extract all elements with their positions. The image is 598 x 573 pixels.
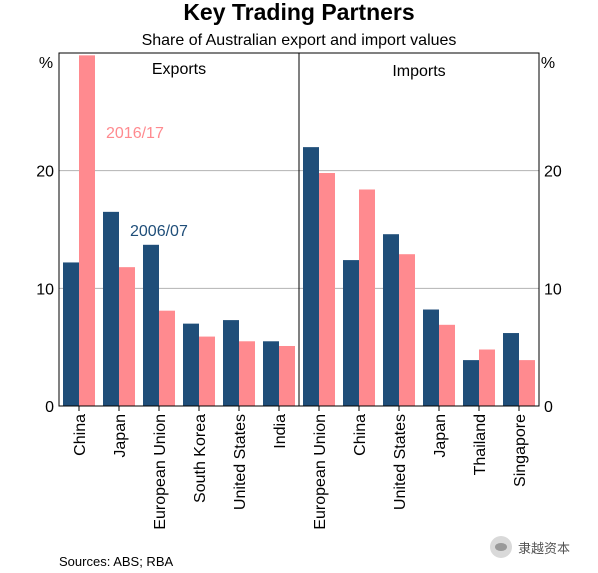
- left-tick-label: 10: [36, 281, 54, 298]
- bar: [383, 234, 399, 406]
- category-label: China: [352, 414, 369, 456]
- left-tick-label: 20: [36, 164, 54, 181]
- bar: [343, 260, 359, 406]
- bar: [479, 349, 495, 406]
- left-unit-label: %: [39, 55, 53, 72]
- bar: [239, 341, 255, 406]
- right-tick-label: 20: [544, 164, 562, 181]
- bar: [263, 341, 279, 406]
- bar: [279, 345, 295, 406]
- category-label: United States: [392, 414, 409, 510]
- bar: [399, 254, 415, 406]
- bar: [303, 147, 319, 406]
- bars: [63, 55, 535, 406]
- category-label: China: [72, 414, 89, 456]
- annotation-2006-07: 2006/07: [130, 223, 188, 240]
- chart-subtitle: Share of Australian export and import va…: [142, 32, 457, 49]
- right-tick-label: 10: [544, 281, 562, 298]
- bar: [519, 360, 535, 406]
- category-label: India: [272, 414, 289, 449]
- ticks: 0 10 20 0 10 20: [36, 164, 562, 416]
- right-tick-label: 0: [544, 399, 553, 416]
- bar: [463, 360, 479, 406]
- annotation-2016-17: 2016/17: [106, 125, 164, 142]
- bar: [79, 55, 95, 406]
- chart-title: Key Trading Partners: [183, 0, 414, 25]
- bar: [223, 320, 239, 406]
- category-label: European Union: [312, 414, 329, 530]
- category-label: Singapore: [512, 414, 529, 487]
- bar: [103, 211, 119, 406]
- category-label: Japan: [432, 414, 449, 458]
- wechat-logo-icon: [490, 536, 512, 558]
- bar: [159, 310, 175, 406]
- exports-panel-title: Exports: [152, 61, 206, 78]
- bar: [199, 336, 215, 406]
- bar: [183, 323, 199, 406]
- bar: [63, 262, 79, 406]
- bar: [143, 244, 159, 406]
- category-label: United States: [232, 414, 249, 510]
- category-labels: China Japan European Union South Korea Unite…: [72, 414, 529, 530]
- bar: [359, 189, 375, 406]
- right-unit-label: %: [541, 55, 555, 72]
- bar: [119, 267, 135, 406]
- left-tick-label: 0: [45, 399, 54, 416]
- sources-note: Sources: ABS; RBA: [59, 554, 173, 569]
- category-label: European Union: [152, 414, 169, 530]
- gridlines: [59, 170, 539, 289]
- bar: [503, 333, 519, 406]
- watermark-text: 隶越资本: [518, 541, 571, 557]
- watermark: 隶越资本: [490, 536, 570, 558]
- bar: [439, 324, 455, 406]
- category-label: South Korea: [192, 414, 209, 503]
- imports-panel-title: Imports: [392, 63, 445, 80]
- category-label: Thailand: [472, 414, 489, 475]
- bar: [319, 173, 335, 406]
- bar: [423, 309, 439, 406]
- category-label: Japan: [112, 414, 129, 458]
